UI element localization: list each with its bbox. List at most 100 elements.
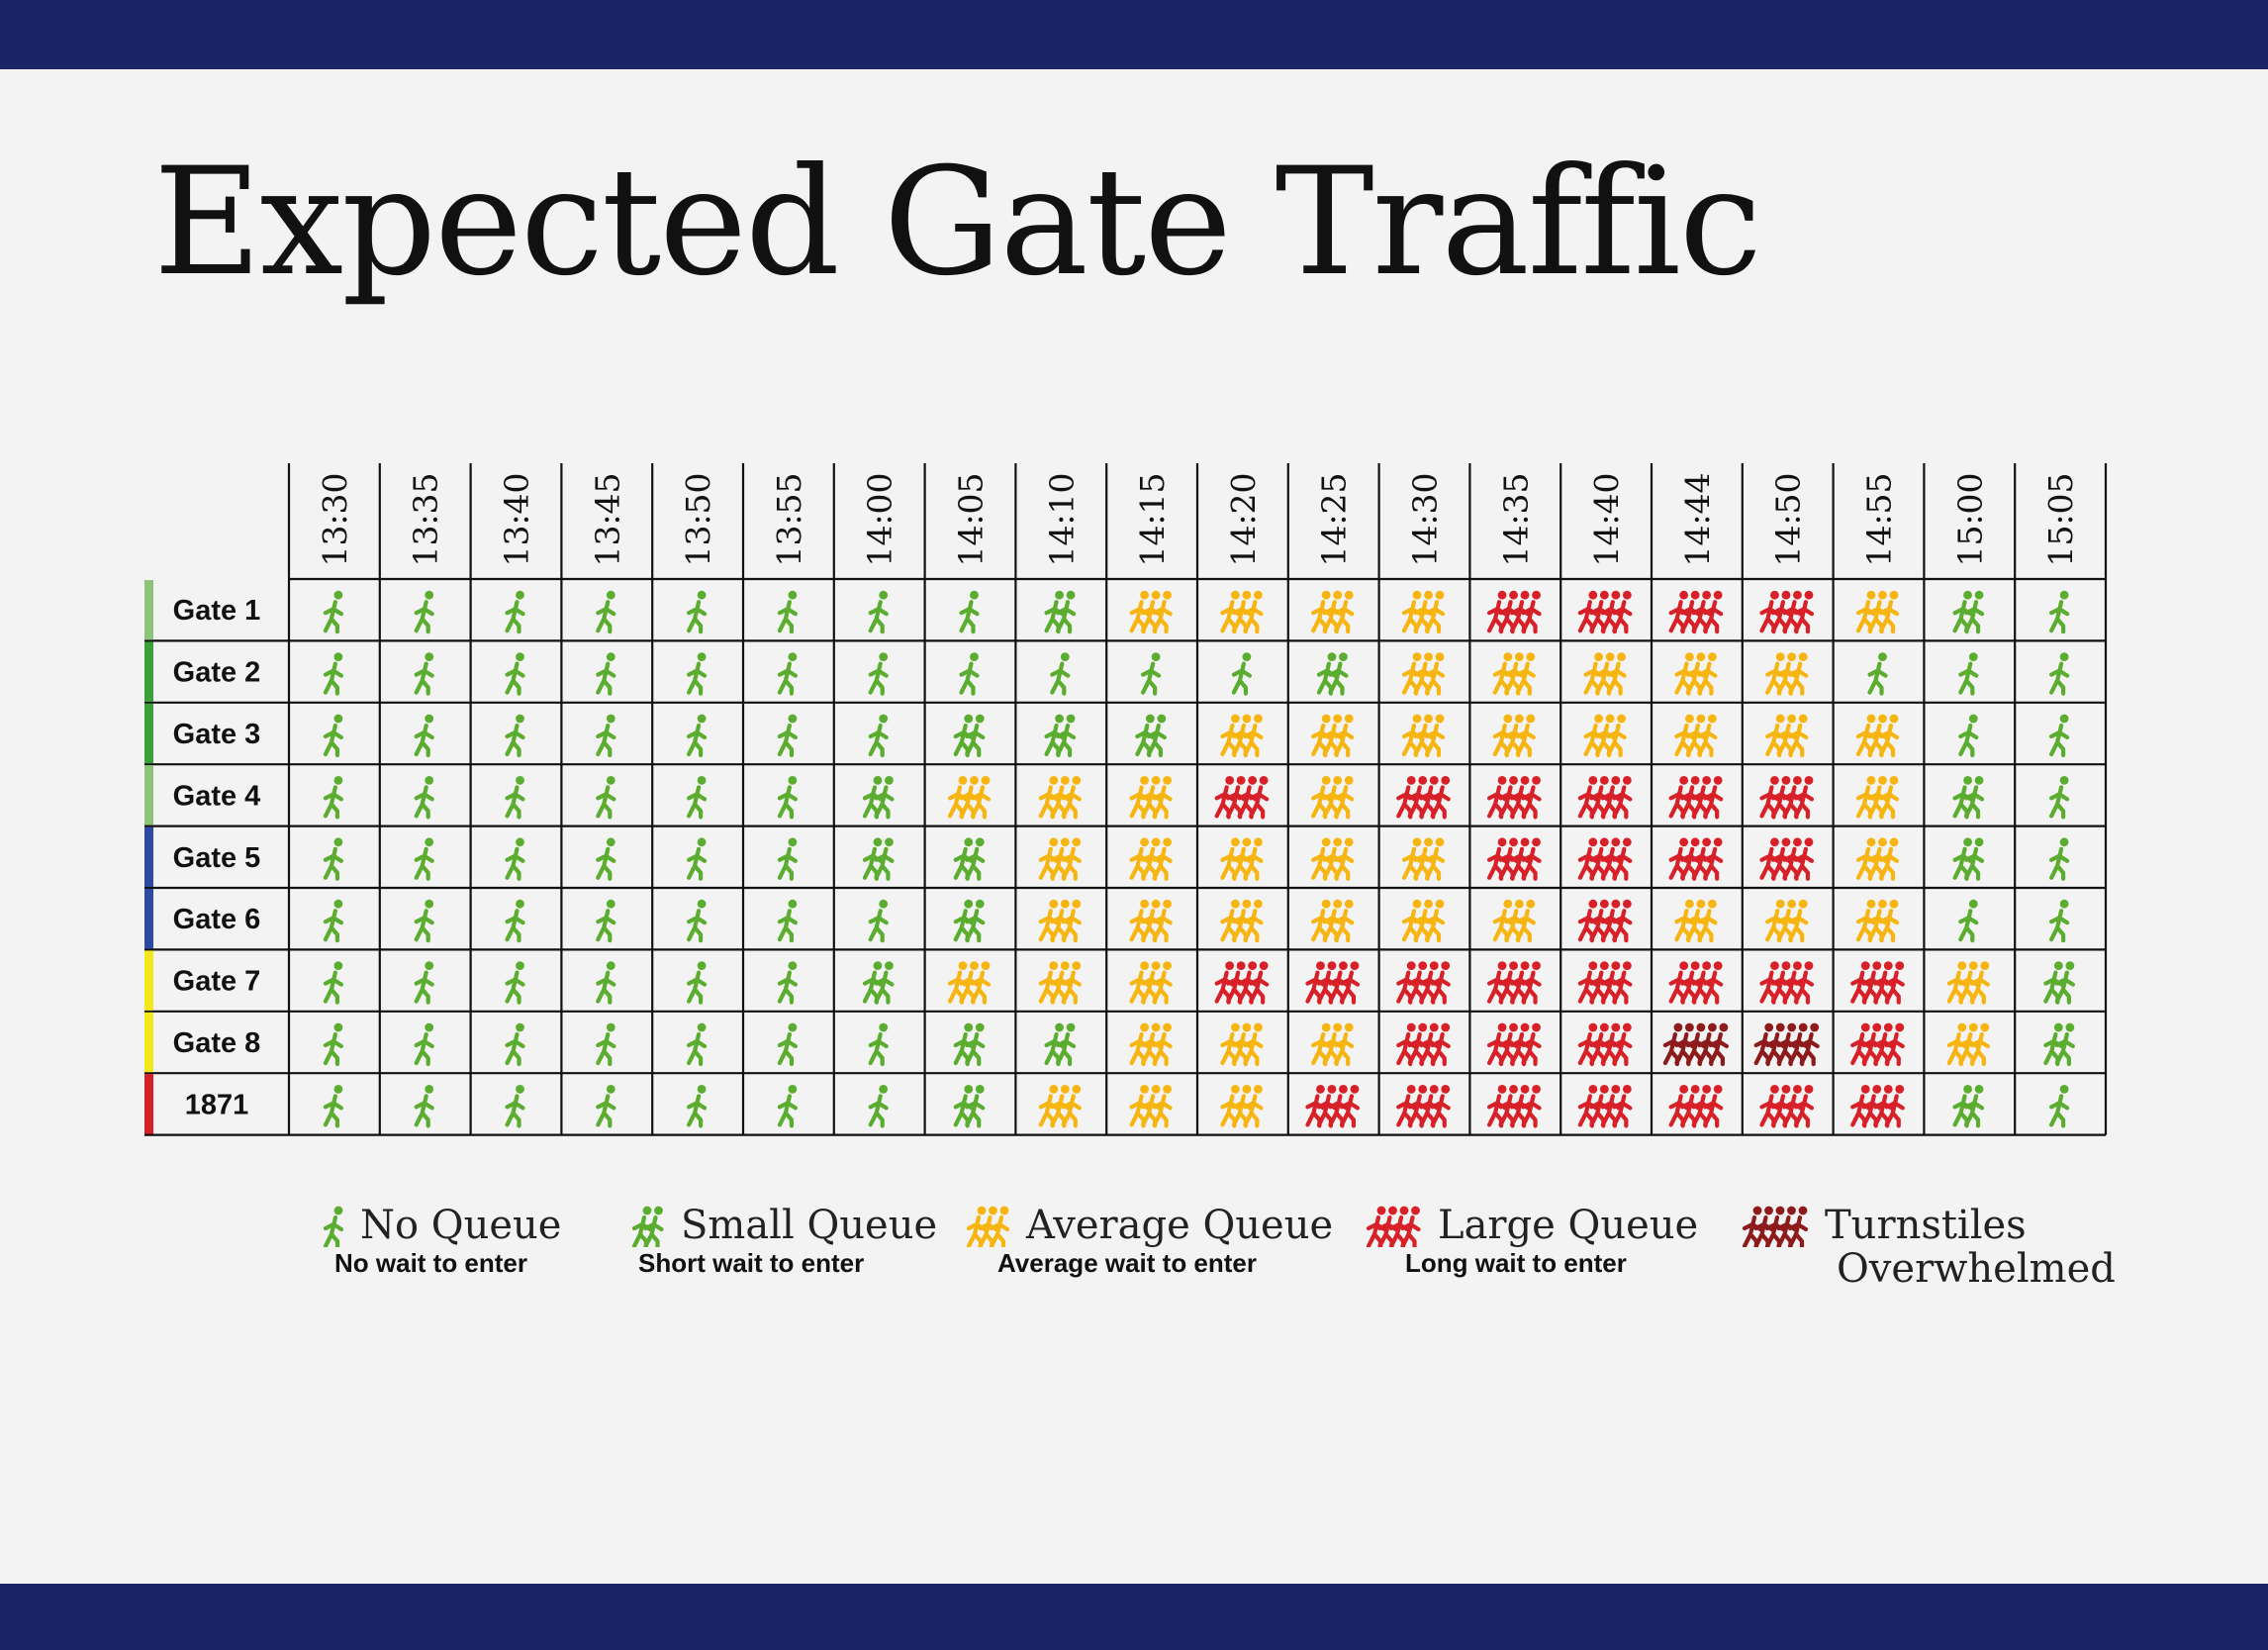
queue-icon bbox=[1129, 899, 1173, 943]
walkers-overwhelmed-icon bbox=[1734, 1204, 1819, 1247]
queue-icon bbox=[2049, 590, 2070, 634]
queue-icon bbox=[868, 1085, 889, 1128]
column-header: 14:00 bbox=[861, 472, 899, 566]
queue-icon bbox=[1305, 961, 1361, 1005]
column-header: 14:44 bbox=[1678, 472, 1717, 566]
queue-icon bbox=[1674, 652, 1718, 696]
queue-icon bbox=[2043, 961, 2075, 1005]
legend-title: Small Queue bbox=[681, 1203, 938, 1248]
gate-color-bar bbox=[144, 641, 153, 702]
queue-icon bbox=[1753, 1022, 1820, 1067]
column-header: 14:50 bbox=[1769, 472, 1808, 566]
queue-icon bbox=[1220, 714, 1264, 758]
queue-icon bbox=[686, 1022, 708, 1067]
queue-icon bbox=[777, 1022, 799, 1067]
queue-icon bbox=[2049, 837, 2070, 881]
queue-icon bbox=[596, 899, 616, 943]
column-header: 13:35 bbox=[407, 472, 445, 566]
queue-icon bbox=[686, 714, 708, 758]
queue-icon bbox=[1492, 714, 1536, 758]
queue-icon bbox=[686, 899, 708, 943]
queue-icon bbox=[959, 652, 980, 696]
queue-icon bbox=[1135, 714, 1167, 758]
queue-icon bbox=[414, 837, 434, 881]
queue-icon bbox=[1486, 590, 1542, 634]
queue-icon bbox=[1577, 899, 1633, 943]
legend-subtitle: Long wait to enter bbox=[1405, 1248, 1627, 1278]
column-header: 14:25 bbox=[1315, 472, 1354, 566]
column-header: 14:10 bbox=[1042, 472, 1081, 566]
gate-color-bar bbox=[144, 826, 153, 887]
queue-icon bbox=[1311, 590, 1355, 634]
queue-icon bbox=[868, 1022, 889, 1067]
queue-icon bbox=[1401, 837, 1446, 881]
queue-icon bbox=[1759, 1085, 1815, 1128]
queue-icon bbox=[1038, 899, 1082, 943]
queue-icon bbox=[1765, 714, 1809, 758]
queue-icon bbox=[414, 776, 434, 820]
queue-icon bbox=[1214, 776, 1270, 820]
legend-average-queue: Average Queue Average wait to enter bbox=[958, 1203, 1333, 1321]
queue-icon bbox=[1311, 1022, 1355, 1067]
queue-icon bbox=[868, 590, 889, 634]
column-header: 14:30 bbox=[1406, 472, 1445, 566]
queue-icon bbox=[1850, 961, 1905, 1005]
legend-title: No Queue bbox=[360, 1203, 562, 1248]
queue-icon bbox=[1129, 776, 1173, 820]
legend-title: Average Queue bbox=[1026, 1203, 1334, 1248]
queue-icon bbox=[1577, 590, 1633, 634]
walkers-group-icon bbox=[958, 1204, 1020, 1247]
queue-icon bbox=[1401, 899, 1446, 943]
queue-icon bbox=[1311, 714, 1355, 758]
walker-icon bbox=[623, 1204, 675, 1247]
legend-large-queue: Large Queue Long wait to enter bbox=[1358, 1203, 1698, 1321]
queue-icon bbox=[777, 652, 799, 696]
row-label: Gate 6 bbox=[173, 904, 261, 935]
queue-icon bbox=[1396, 1085, 1451, 1128]
queue-icon bbox=[1855, 776, 1900, 820]
legend-subtitle: Average wait to enter bbox=[997, 1248, 1258, 1278]
queue-icon bbox=[1867, 652, 1888, 696]
queue-icon bbox=[414, 1022, 434, 1067]
queue-icon bbox=[505, 1085, 525, 1128]
queue-icon bbox=[868, 714, 889, 758]
queue-icon bbox=[1038, 776, 1082, 820]
column-header: 14:15 bbox=[1133, 472, 1172, 566]
queue-icon bbox=[2049, 899, 2070, 943]
column-header: 15:05 bbox=[2041, 472, 2080, 566]
queue-icon bbox=[1668, 776, 1724, 820]
top-banner bbox=[0, 0, 2268, 69]
queue-icon bbox=[1220, 899, 1264, 943]
queue-icon bbox=[1855, 714, 1900, 758]
queue-icon bbox=[1668, 837, 1724, 881]
queue-icon bbox=[947, 961, 992, 1005]
queue-icon bbox=[1668, 590, 1724, 634]
queue-icon bbox=[1486, 776, 1542, 820]
queue-icon bbox=[777, 1085, 799, 1128]
queue-icon bbox=[1952, 776, 1985, 820]
queue-icon bbox=[414, 899, 434, 943]
queue-icon bbox=[1311, 776, 1355, 820]
queue-icon bbox=[1946, 961, 1990, 1005]
queue-icon bbox=[1952, 590, 1985, 634]
queue-icon bbox=[1050, 652, 1071, 696]
queue-icon bbox=[686, 1085, 708, 1128]
gate-color-bar bbox=[144, 580, 153, 640]
queue-icon bbox=[1492, 899, 1536, 943]
queue-icon bbox=[505, 776, 525, 820]
queue-icon bbox=[1765, 652, 1809, 696]
column-header: 15:00 bbox=[1950, 472, 1989, 566]
queue-icon bbox=[953, 1022, 986, 1067]
queue-icon bbox=[1044, 714, 1077, 758]
row-label: Gate 5 bbox=[173, 842, 261, 874]
queue-icon bbox=[1946, 1022, 1990, 1067]
queue-icon bbox=[953, 1085, 986, 1128]
queue-icon bbox=[596, 590, 616, 634]
queue-icon bbox=[1396, 776, 1451, 820]
queue-icon bbox=[414, 961, 434, 1005]
queue-icon bbox=[505, 714, 525, 758]
queue-icon bbox=[1850, 1085, 1905, 1128]
queue-icon bbox=[1486, 961, 1542, 1005]
queue-icon bbox=[1958, 899, 1979, 943]
legend-icon bbox=[1742, 1206, 1809, 1247]
